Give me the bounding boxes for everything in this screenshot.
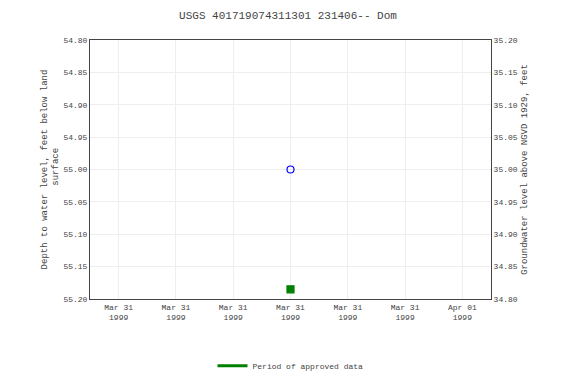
svg-text:55.20: 55.20 [63,295,87,304]
svg-text:54.90: 54.90 [63,101,87,110]
svg-text:Mar 311999: Mar 311999 [391,303,420,322]
svg-text:Mar 311999: Mar 311999 [276,303,305,322]
svg-text:54.95: 54.95 [63,133,87,142]
svg-text:34.90: 34.90 [494,230,518,239]
svg-text:35.00: 35.00 [494,165,518,174]
svg-text:54.80: 54.80 [63,36,87,45]
svg-text:35.10: 35.10 [494,101,518,110]
svg-text:Mar 311999: Mar 311999 [104,303,133,322]
svg-text:Period of approved data: Period of approved data [253,362,364,371]
svg-text:35.15: 35.15 [494,68,518,77]
svg-text:55.00: 55.00 [63,165,87,174]
svg-text:Depth to water level, feet bel: Depth to water level, feet below land su… [40,70,62,270]
svg-text:34.95: 34.95 [494,198,518,207]
svg-text:55.05: 55.05 [63,198,87,207]
svg-text:Groundwater level above NGVD 1: Groundwater level above NGVD 1929, feet [520,64,530,275]
svg-text:Mar 311999: Mar 311999 [219,303,248,322]
svg-text:55.10: 55.10 [63,230,87,239]
svg-text:55.15: 55.15 [63,262,87,271]
svg-text:Mar 311999: Mar 311999 [333,303,362,322]
svg-text:34.80: 34.80 [494,295,518,304]
svg-text:USGS 401719074311301 231406--: USGS 401719074311301 231406-- Dom [179,10,397,22]
svg-text:Apr 011999: Apr 011999 [448,303,477,322]
svg-text:35.05: 35.05 [494,133,518,142]
svg-text:35.20: 35.20 [494,36,518,45]
svg-text:Mar 311999: Mar 311999 [162,303,191,322]
svg-text:54.85: 54.85 [63,68,87,77]
svg-text:34.85: 34.85 [494,262,518,271]
